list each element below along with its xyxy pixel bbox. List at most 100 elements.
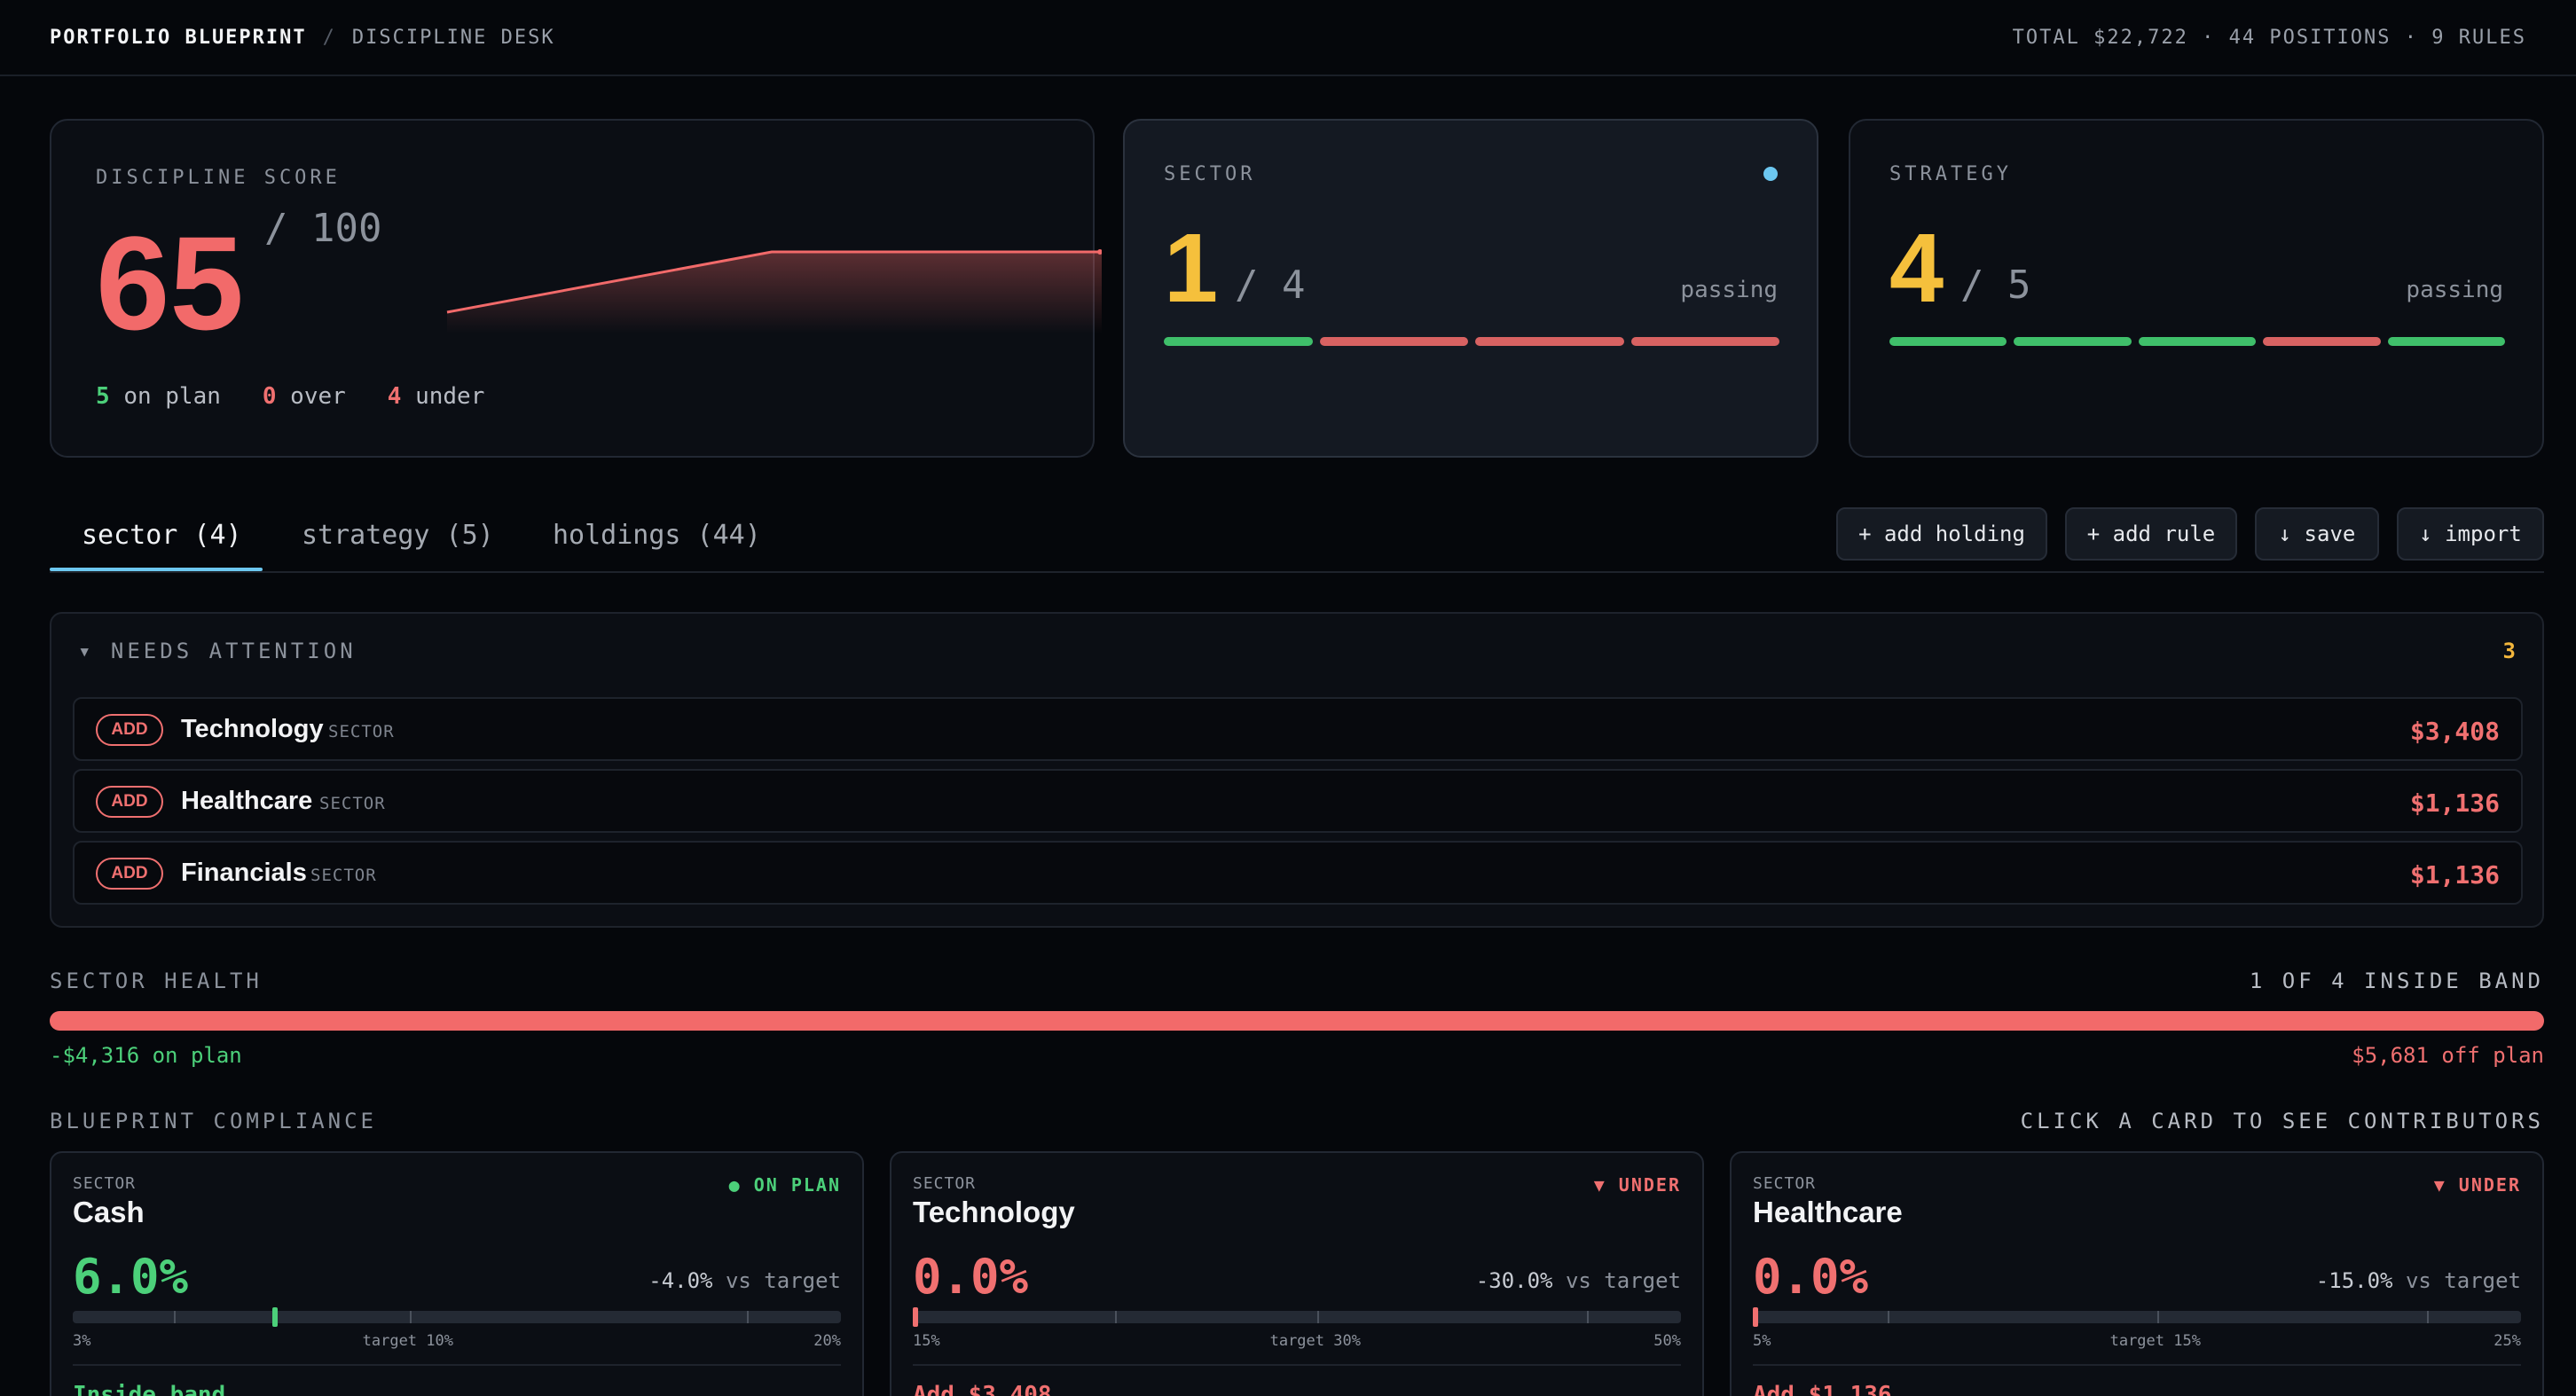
card-note: Inside band xyxy=(73,1382,226,1396)
save-button[interactable]: ↓ save xyxy=(2255,507,2379,561)
card-kind: SECTOR xyxy=(73,1174,137,1193)
band-max-label: 25% xyxy=(2494,1332,2521,1350)
view-tabs: sector (4) strategy (5) holdings (44) xyxy=(50,497,2544,573)
sector-summary-card[interactable]: SECTOR 1 / 4 passing xyxy=(1123,119,1818,458)
selected-indicator-icon xyxy=(1763,167,1778,181)
rule-segment-fail xyxy=(1475,337,1624,346)
rule-segment-pass xyxy=(1889,337,2007,346)
status-badge: ● ON PLAN xyxy=(728,1174,841,1196)
tab-sector[interactable]: sector (4) xyxy=(82,520,242,551)
sector-health-summary: 1 OF 4 INSIDE BAND xyxy=(2249,969,2544,993)
actual-percent: 0.0% xyxy=(913,1249,1029,1305)
band-max-label: 20% xyxy=(813,1332,841,1350)
attention-row[interactable]: ADD Financials SECTOR $1,136 xyxy=(73,841,2523,905)
card-title: Technology xyxy=(913,1196,1075,1228)
needs-attention-panel: ▾ NEEDS ATTENTION 3 ADD Technology SECTO… xyxy=(50,612,2544,928)
action-badge: ADD xyxy=(96,858,163,890)
rule-segment-fail xyxy=(1630,337,1779,346)
band-min-label: 5% xyxy=(1753,1332,1771,1350)
attention-row-tag: SECTOR xyxy=(310,866,377,885)
band-min-label: 15% xyxy=(913,1332,940,1350)
needs-attention-count: 3 xyxy=(2502,639,2516,663)
sector-card-label: SECTOR xyxy=(1164,163,1256,185)
discipline-score-value: 65 xyxy=(96,208,244,357)
band-tick xyxy=(2156,1311,2159,1323)
band-tick xyxy=(173,1311,176,1323)
needs-attention-toggle[interactable]: ▾ NEEDS ATTENTION xyxy=(78,639,357,663)
actual-marker xyxy=(1753,1307,1758,1327)
compliance-card-technology[interactable]: SECTOR ▼ UNDER Technology 0.0% -30.0% vs tar… xyxy=(890,1151,1704,1396)
band-target-label: target 30% xyxy=(1269,1332,1361,1350)
under-label: under xyxy=(415,383,485,410)
band-tick xyxy=(1586,1311,1589,1323)
vs-target: -30.0% vs target xyxy=(1475,1268,1681,1293)
tab-holdings[interactable]: holdings (44) xyxy=(553,520,761,551)
strategy-card-label: STRATEGY xyxy=(1889,163,2012,185)
compliance-card-healthcare[interactable]: SECTOR ▼ UNDER Healthcare 0.0% -15.0% vs tar… xyxy=(1730,1151,2544,1396)
sparkline-line xyxy=(446,250,1102,314)
card-note: Add $3,408 xyxy=(913,1382,1052,1396)
sector-status-label: passing xyxy=(1680,277,1778,303)
compliance-card-cash[interactable]: SECTOR ● ON PLAN Cash 6.0% -4.0% vs target 3%… xyxy=(50,1151,864,1396)
app-title: PORTFOLIO BLUEPRINT xyxy=(50,26,307,49)
card-divider xyxy=(913,1364,1681,1366)
attention-row-amount: $3,408 xyxy=(2409,717,2500,746)
sparkline-area xyxy=(447,252,1102,333)
breadcrumb: PORTFOLIO BLUEPRINT / DISCIPLINE DESK xyxy=(50,27,555,49)
import-button[interactable]: ↓ import xyxy=(2397,507,2544,561)
actual-marker xyxy=(913,1307,918,1327)
attention-row[interactable]: ADD Technology SECTOR $3,408 xyxy=(73,697,2523,761)
compliance-label: BLUEPRINT COMPLIANCE xyxy=(50,1109,377,1133)
vs-target: -15.0% vs target xyxy=(2315,1268,2521,1293)
strategy-summary-card[interactable]: STRATEGY 4 / 5 passing xyxy=(1849,119,2544,458)
sparkline-end-point xyxy=(1097,249,1102,255)
attention-row-name: Financials xyxy=(181,859,307,887)
rule-segment-fail xyxy=(2263,337,2381,346)
actual-percent: 6.0% xyxy=(73,1249,189,1305)
attention-row-amount: $1,136 xyxy=(2409,788,2500,818)
band-tick xyxy=(2426,1311,2429,1323)
rule-segment-pass xyxy=(1164,337,1313,346)
band-track xyxy=(913,1307,1681,1327)
attention-row-tag: SECTOR xyxy=(319,794,386,813)
action-badge: ADD xyxy=(96,714,163,746)
sector-passing-value: 1 xyxy=(1164,214,1219,323)
card-title: Healthcare xyxy=(1753,1196,1903,1228)
sector-health-label: SECTOR HEALTH xyxy=(50,969,263,993)
on-plan-label: on plan xyxy=(123,383,221,410)
delta-value: -15.0% xyxy=(2315,1268,2393,1293)
discipline-score-label: DISCIPLINE SCORE xyxy=(96,167,341,189)
rule-segment-fail xyxy=(1319,337,1468,346)
band-tick xyxy=(1114,1311,1117,1323)
tab-strategy[interactable]: strategy (5) xyxy=(302,520,494,551)
rule-segment-pass xyxy=(2387,337,2506,346)
top-bar: PORTFOLIO BLUEPRINT / DISCIPLINE DESK TOTA… xyxy=(0,0,2576,76)
action-badge: ADD xyxy=(96,786,163,818)
card-kind: SECTOR xyxy=(1753,1174,1817,1193)
band-target-label: target 10% xyxy=(362,1332,453,1350)
attention-row[interactable]: ADD Healthcare SECTOR $1,136 xyxy=(73,769,2523,833)
rule-segment-pass xyxy=(2014,337,2132,346)
strategy-rule-segments xyxy=(1889,337,2506,346)
card-divider xyxy=(73,1364,841,1366)
plan-counts: 5 on plan 0 over 4 under xyxy=(96,383,484,410)
status-badge: ▼ UNDER xyxy=(1593,1174,1681,1196)
add-holding-button[interactable]: + add holding xyxy=(1836,507,2047,561)
card-title: Cash xyxy=(73,1196,145,1228)
sector-rule-segments xyxy=(1164,337,1779,346)
section-title: DISCIPLINE DESK xyxy=(351,26,555,49)
add-rule-button[interactable]: + add rule xyxy=(2065,507,2237,561)
breadcrumb-separator: / xyxy=(322,26,336,49)
over-label: over xyxy=(290,383,346,410)
band-track xyxy=(73,1307,841,1327)
card-divider xyxy=(1753,1364,2521,1366)
status-badge: ▼ UNDER xyxy=(2433,1174,2521,1196)
score-trend-sparkline xyxy=(446,249,1102,333)
discipline-score-card: DISCIPLINE SCORE 65 / 100 5 on plan 0 ov… xyxy=(50,119,1102,458)
off-plan-amount: $5,681 off plan xyxy=(2352,1043,2544,1068)
band-track xyxy=(1753,1307,2521,1327)
actual-percent: 0.0% xyxy=(1753,1249,1869,1305)
actual-marker xyxy=(271,1307,278,1327)
compliance-hint: CLICK A CARD TO SEE CONTRIBUTORS xyxy=(2020,1109,2544,1133)
active-tab-indicator xyxy=(50,568,263,571)
